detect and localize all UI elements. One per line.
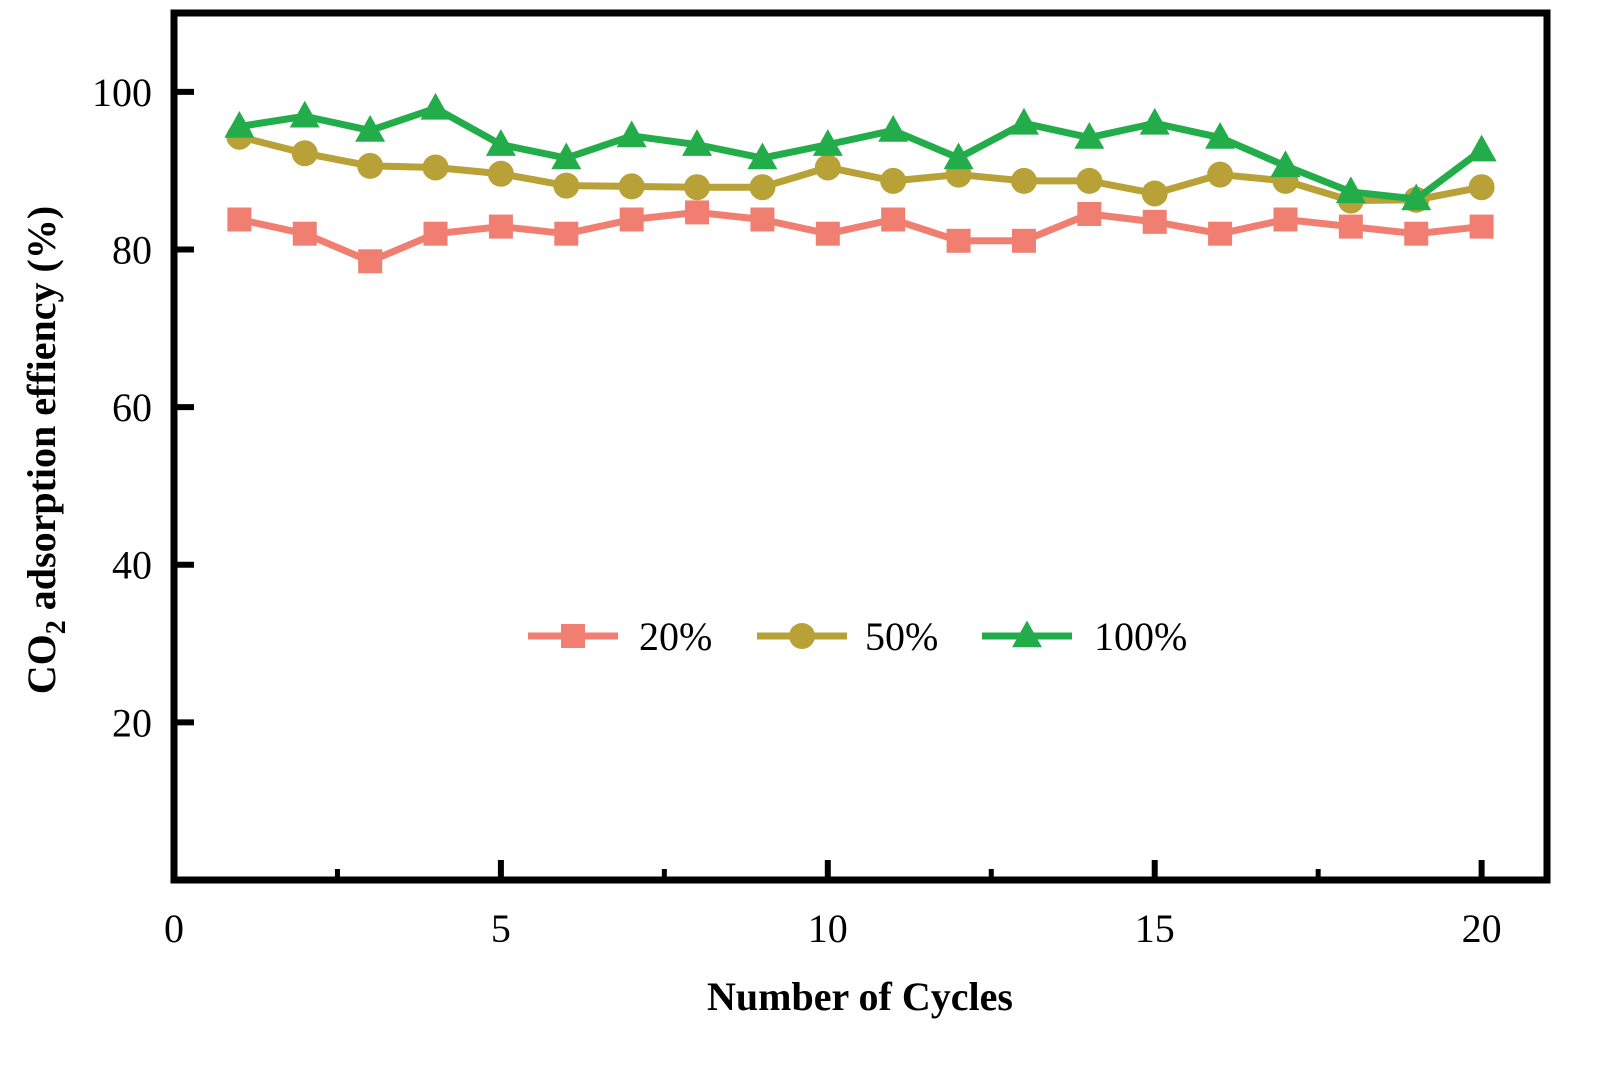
legend: 20% 50% 100% [528,614,1187,659]
data-point-20pct-6 [554,221,579,246]
data-point-50pct-6 [553,172,580,199]
data-point-100pct-18 [1335,176,1366,204]
data-point-20pct-16 [1208,221,1233,246]
data-point-20pct-8 [685,200,710,225]
data-point-100pct-14 [1074,122,1105,149]
plot-area [224,92,1497,274]
data-point-20pct-13 [1011,228,1036,253]
data-point-100pct-2 [289,100,320,128]
legend-label-50pct: 50% [865,614,938,659]
data-point-20pct-20 [1469,214,1494,239]
data-point-50pct-11 [880,167,907,194]
data-point-100pct-3 [355,114,386,142]
data-point-100pct-16 [1205,122,1236,149]
data-point-20pct-5 [488,214,513,239]
data-point-50pct-20 [1468,174,1495,201]
data-point-100pct-20 [1466,134,1497,162]
data-point-50pct-8 [684,174,711,201]
y-axis-title-rest: adsorption effiency (%) [19,206,64,620]
axes: 20 40 60 80 100 0 5 10 15 20 [92,9,1551,951]
legend-marker-100pct [1012,620,1042,648]
y-tick-label-20: 20 [112,700,152,745]
legend-label-20pct: 20% [639,614,712,659]
data-point-50pct-10 [814,154,841,181]
data-point-20pct-1 [227,207,252,232]
x-tick-label-0: 0 [164,906,184,951]
data-point-100pct-8 [682,129,713,156]
data-point-50pct-4 [422,154,449,181]
data-point-100pct-15 [1139,107,1170,135]
data-point-100pct-17 [1270,150,1301,178]
data-point-100pct-7 [616,120,647,148]
data-point-100pct-10 [812,129,843,156]
data-point-50pct-14 [1076,167,1103,194]
legend-label-100pct: 100% [1094,614,1187,659]
data-point-50pct-16 [1207,161,1234,188]
x-axis-title: Number of Cycles [707,974,1013,1019]
data-point-20pct-14 [1077,201,1102,226]
y-tick-label-60: 60 [112,385,152,430]
x-tick-label-15: 15 [1135,906,1175,951]
y-tick-label-80: 80 [112,227,152,272]
data-point-100pct-5 [485,129,516,156]
data-point-50pct-15 [1141,180,1168,207]
legend-marker-50pct [789,623,815,649]
data-point-20pct-15 [1142,209,1167,234]
data-point-100pct-19 [1401,183,1432,211]
data-point-100pct-1 [224,110,255,138]
y-axis-title-main: CO [19,634,64,694]
data-point-100pct-11 [878,114,909,142]
x-tick-label-20: 20 [1462,906,1502,951]
data-point-20pct-7 [619,207,644,232]
data-point-20pct-10 [815,221,840,246]
y-axis-title: CO2 adsorption effiency (%) [19,206,72,694]
data-point-20pct-17 [1273,207,1298,232]
data-point-50pct-2 [291,140,318,167]
data-point-100pct-4 [420,92,451,120]
data-point-100pct-13 [1008,107,1039,135]
data-point-100pct-6 [551,142,582,170]
x-tick-label-5: 5 [491,906,511,951]
data-point-100pct-9 [747,142,778,170]
data-point-50pct-9 [749,174,776,201]
data-point-20pct-2 [292,221,317,246]
data-point-20pct-4 [423,221,448,246]
data-point-20pct-18 [1338,214,1363,239]
data-point-50pct-5 [487,160,514,187]
data-point-20pct-3 [358,249,383,274]
data-point-100pct-12 [943,142,974,170]
data-point-50pct-13 [1010,167,1037,194]
y-axis-title-subscript: 2 [41,620,72,634]
legend-marker-20pct [561,624,585,648]
plot-frame [170,9,1551,884]
data-point-20pct-19 [1404,221,1429,246]
data-point-20pct-9 [750,207,775,232]
y-tick-label-40: 40 [112,543,152,588]
data-point-50pct-3 [357,152,384,179]
x-tick-label-10: 10 [808,906,848,951]
data-point-20pct-11 [881,207,906,232]
data-point-50pct-7 [618,173,645,200]
y-tick-label-100: 100 [92,70,152,115]
data-point-20pct-12 [946,228,971,253]
